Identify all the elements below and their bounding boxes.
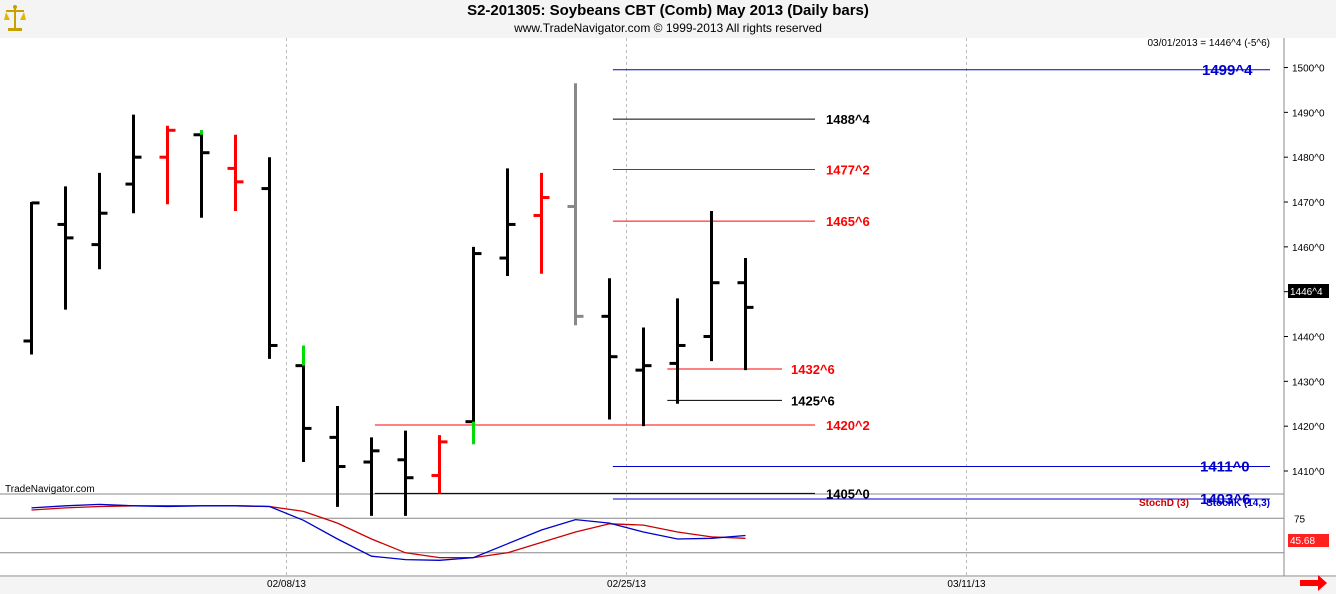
price-tick-label: 1490^0 xyxy=(1292,108,1325,119)
price-tick-label: 1440^0 xyxy=(1292,333,1325,344)
price-tick-label: 1410^0 xyxy=(1292,467,1325,478)
level-label: 1432^6 xyxy=(791,362,835,377)
price-tick-label: 1460^0 xyxy=(1292,243,1325,254)
date-tick-label: 03/11/13 xyxy=(947,579,986,590)
level-label: 1465^6 xyxy=(826,214,870,229)
date-axis-bg xyxy=(0,577,1336,594)
level-label: 1488^4 xyxy=(826,112,871,127)
date-tick-label: 02/25/13 xyxy=(607,579,646,590)
level-label: 1420^2 xyxy=(826,418,870,433)
price-tick-label: 1480^0 xyxy=(1292,153,1325,164)
price-tick-label: 1420^0 xyxy=(1292,422,1325,433)
last-price-tag: 1446^4 xyxy=(1290,287,1323,298)
level-label: 1411^0 xyxy=(1200,459,1250,476)
stochk-line xyxy=(31,503,746,561)
price-tick-label: 1470^0 xyxy=(1292,198,1325,209)
price-tick-label: 1430^0 xyxy=(1292,377,1325,388)
chart-title: S2-201305: Soybeans CBT (Comb) May 2013 … xyxy=(467,2,869,19)
logo-scale-icon xyxy=(4,5,26,31)
price-tick-label: 1500^0 xyxy=(1292,64,1325,75)
stoch-tick-label: 75 xyxy=(1294,514,1306,525)
scroll-right-arrow-icon[interactable] xyxy=(1300,575,1327,591)
chart-subtitle: www.TradeNavigator.com © 1999-2013 All r… xyxy=(514,21,822,35)
watermark-text: TradeNavigator.com xyxy=(5,484,95,495)
level-label: 1499^4 xyxy=(1202,62,1253,79)
stochd-line xyxy=(31,505,746,559)
last-price-tag-bg xyxy=(1288,284,1329,298)
stochd-legend: StochD (3) xyxy=(1139,498,1189,509)
chart-header xyxy=(0,0,1336,38)
stoch-value-tag-bg xyxy=(1288,534,1329,547)
price-readout: 03/01/2013 = 1446^4 (-5^6) xyxy=(1147,38,1270,49)
level-label: 1477^2 xyxy=(826,163,870,178)
level-label: 1405^0 xyxy=(826,486,870,501)
level-label: 1403^6 xyxy=(1200,491,1250,508)
level-label: 1425^6 xyxy=(791,393,835,408)
stochk-legend: StochK (14,3) xyxy=(1206,498,1270,509)
stoch-value-tag: 45.68 xyxy=(1290,536,1315,547)
date-tick-label: 02/08/13 xyxy=(267,579,306,590)
